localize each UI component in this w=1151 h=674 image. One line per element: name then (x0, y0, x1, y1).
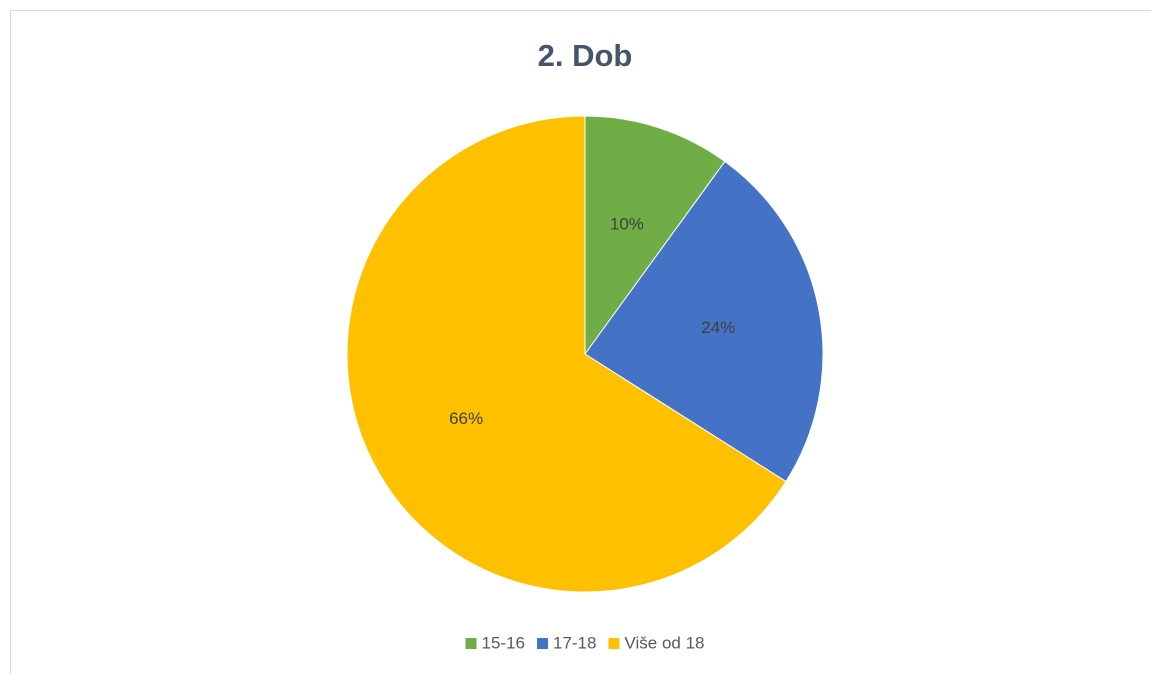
data-label: 10% (610, 214, 644, 233)
legend-swatch (465, 638, 477, 649)
pie-slice (584, 115, 726, 356)
legend-label: 15-16 (482, 633, 525, 652)
legend-swatch (608, 638, 620, 649)
data-label: 66% (449, 409, 483, 428)
legend-swatch (536, 638, 548, 649)
legend-label: Više od 18 (624, 633, 704, 652)
chart-title: 2. Dob (538, 38, 633, 73)
pie-slice (346, 115, 787, 593)
legend-label: 17-18 (553, 633, 596, 652)
data-label: 24% (701, 318, 735, 337)
pie-slice (584, 160, 824, 483)
